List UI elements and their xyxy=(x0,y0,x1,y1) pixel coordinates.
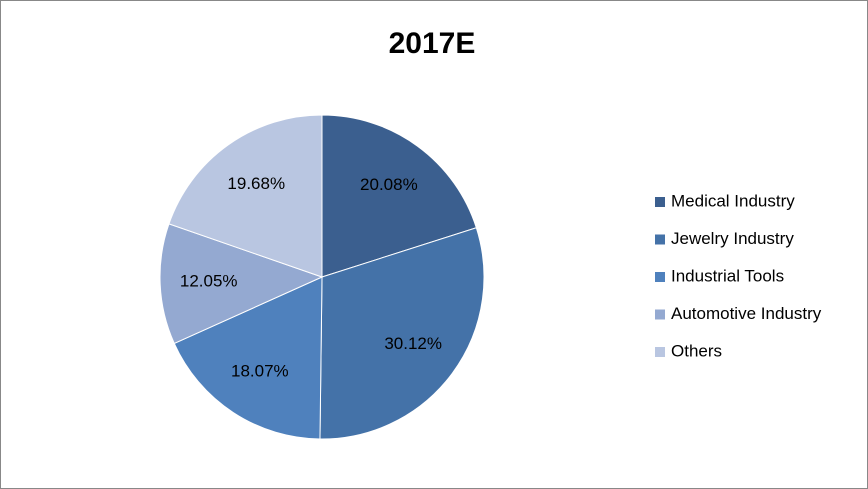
data-label: 19.68% xyxy=(227,174,285,193)
pie-slice xyxy=(173,276,323,440)
data-label: 30.12% xyxy=(384,334,442,353)
data-label: 20.08% xyxy=(360,175,418,194)
legend-label: Jewelry Industry xyxy=(671,229,794,248)
legend-label: Automotive Industry xyxy=(671,304,822,323)
data-label: 18.07% xyxy=(231,361,289,380)
legend-swatch xyxy=(655,272,665,282)
data-label: 12.05% xyxy=(180,272,238,291)
pie-slice xyxy=(319,227,485,440)
legend-swatch xyxy=(655,309,665,320)
legend-label: Industrial Tools xyxy=(671,266,784,285)
chart-title: 2017E xyxy=(389,27,476,60)
pie-slice xyxy=(159,223,324,345)
legend-swatch xyxy=(655,347,665,357)
legend-label: Medical Industry xyxy=(671,191,795,210)
legend-swatch xyxy=(655,197,665,207)
pie-slice xyxy=(168,114,323,278)
legend-label: Others xyxy=(671,341,722,360)
pie-slice xyxy=(321,114,477,278)
legend-swatch xyxy=(655,234,665,245)
